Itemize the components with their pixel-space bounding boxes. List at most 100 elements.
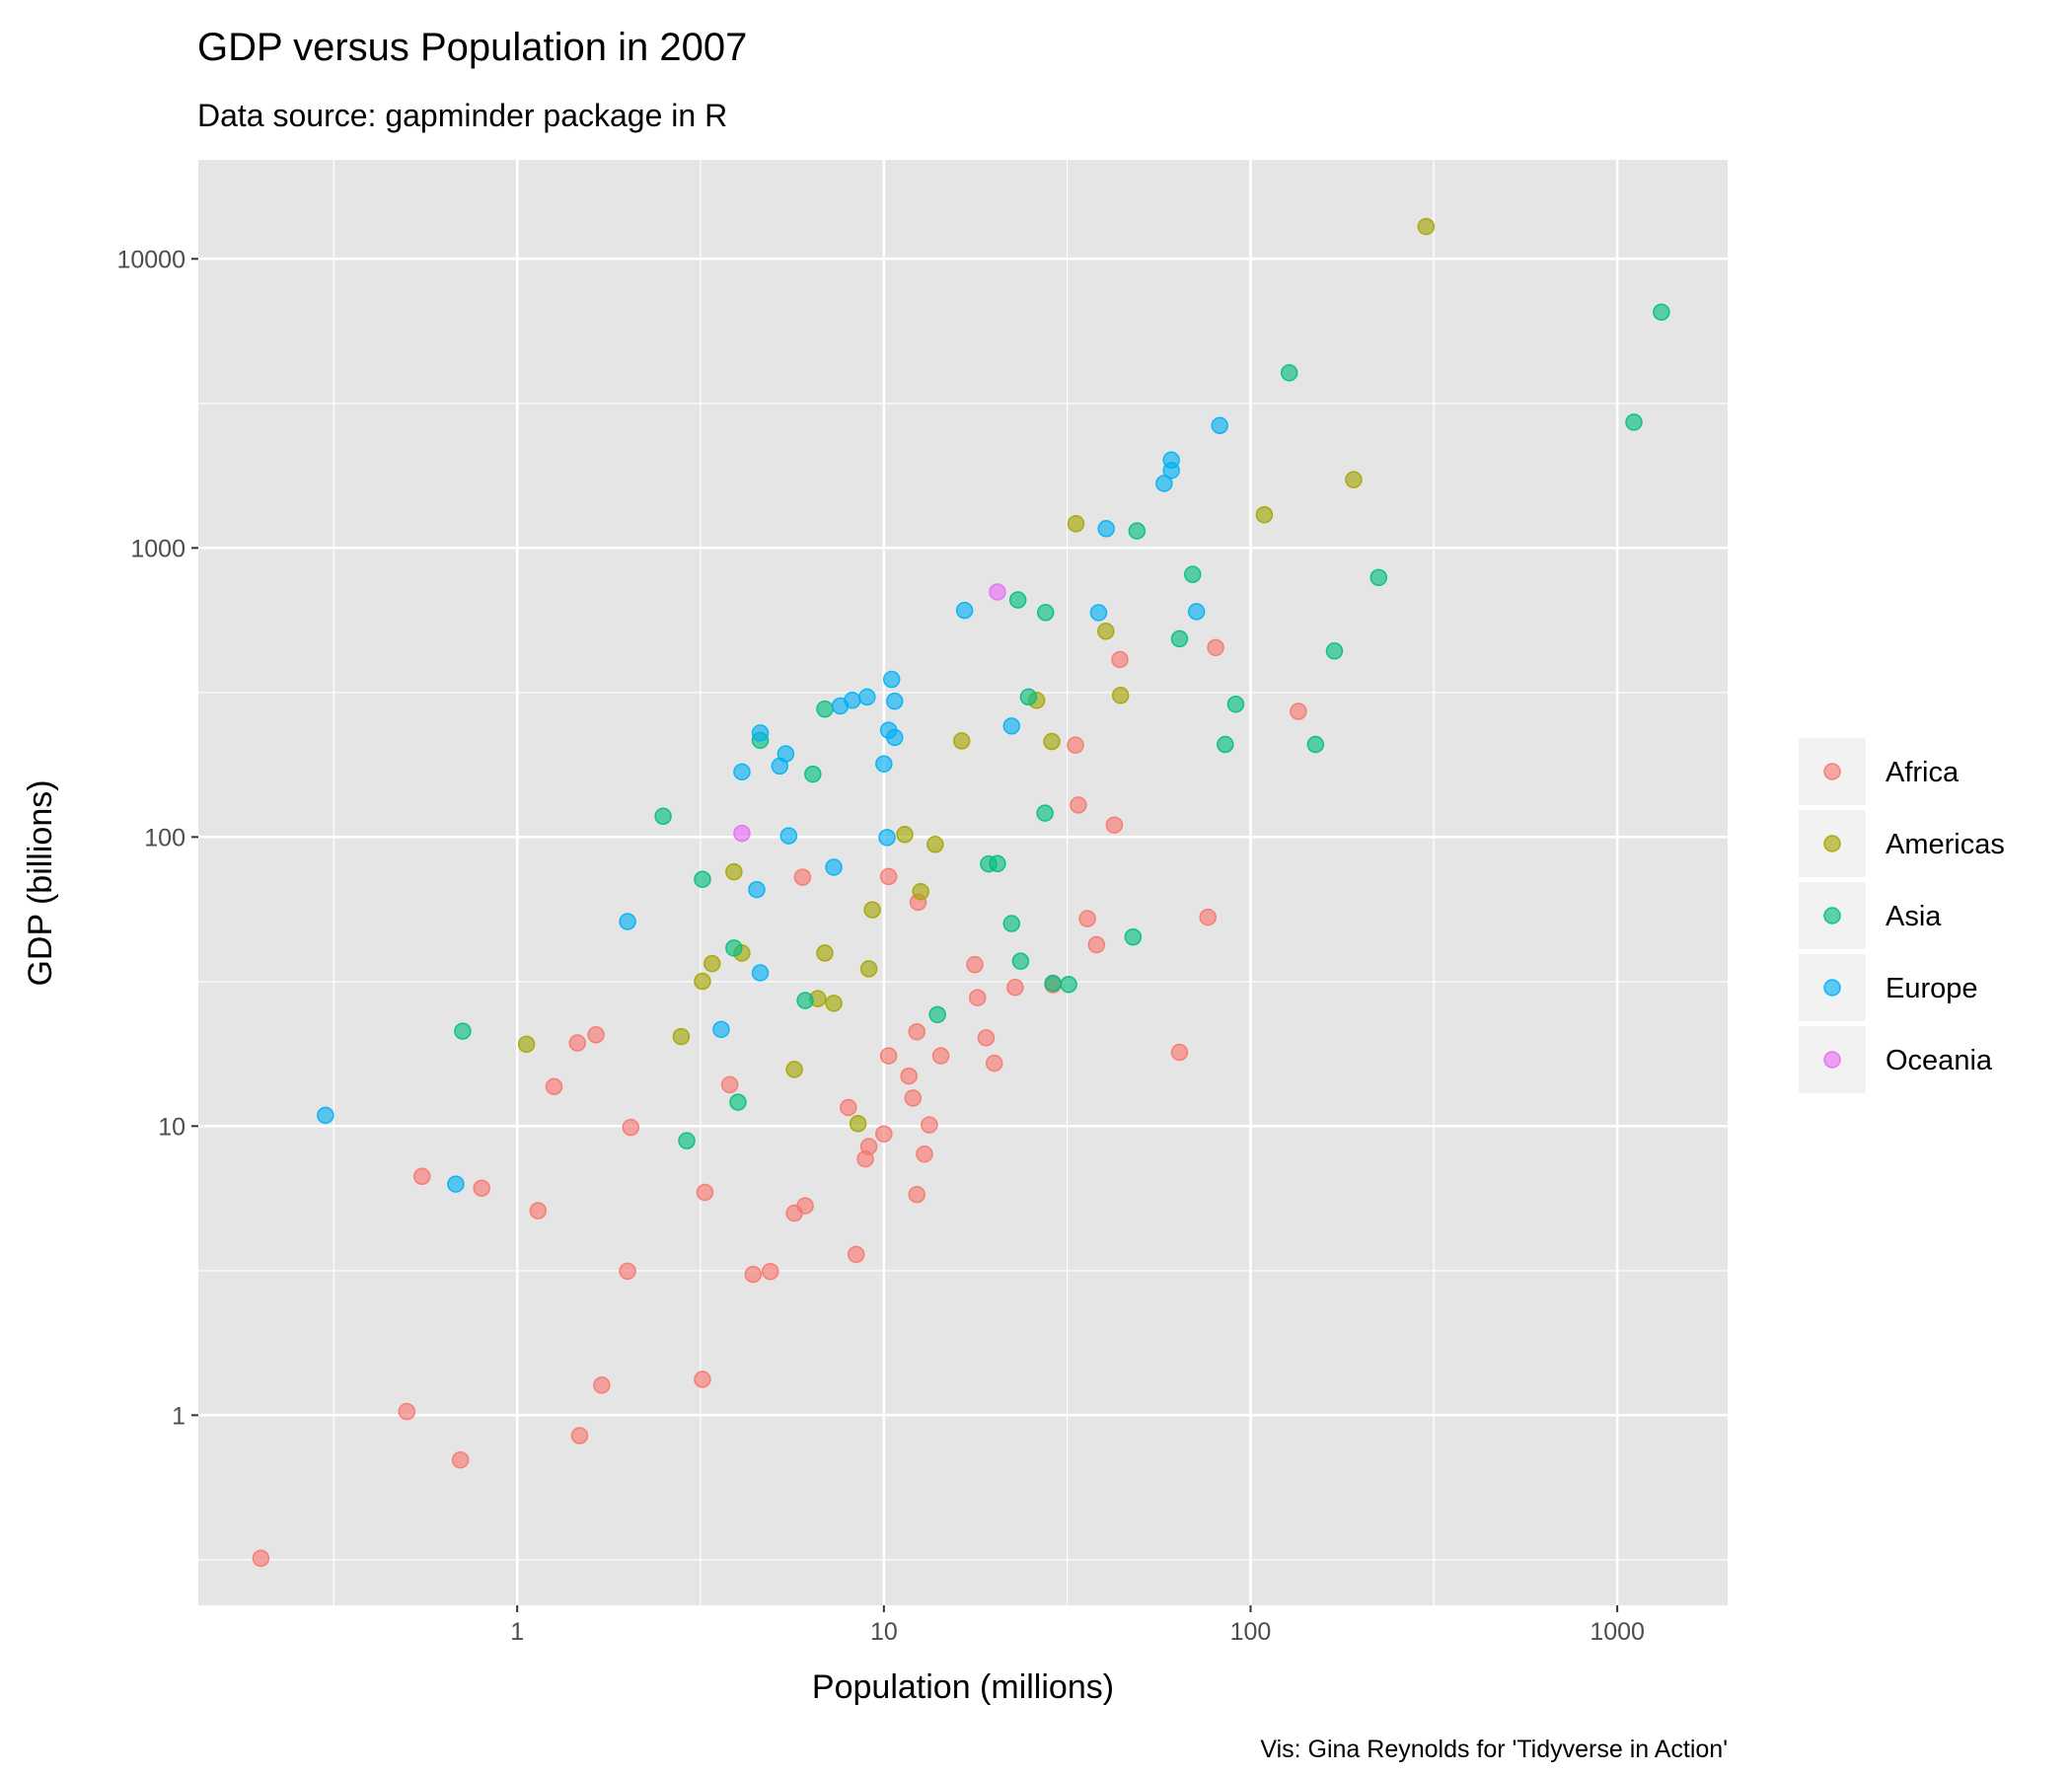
point-americas [926,836,944,853]
point-europe [777,745,795,763]
x-tick-label: 1000 [1590,1618,1645,1646]
point-europe [955,601,974,620]
data-points [252,217,1670,1568]
point-americas [694,972,711,991]
point-africa [1207,638,1224,657]
point-africa [1067,736,1084,754]
point-asia [1008,591,1027,609]
point-africa [968,989,987,1006]
point-africa [966,955,984,974]
point-africa [847,1245,865,1264]
legend-marker-oceania [1823,1051,1841,1069]
point-africa [1199,908,1217,926]
point-europe [712,1020,730,1039]
y-axis-title: GDP (billions) [22,779,59,986]
y-tick-label: 10 [158,1113,185,1141]
point-asia [678,1132,696,1149]
point-asia [1325,642,1344,660]
point-africa [916,1145,933,1163]
point-asia [1002,915,1021,932]
x-tick-label: 10 [870,1618,898,1646]
point-asia [1226,695,1245,713]
point-americas [863,901,881,919]
x-tick-label: 100 [1230,1618,1272,1646]
point-asia [1653,303,1670,322]
point-americas [703,954,721,973]
point-africa [694,1370,711,1388]
legend-label-africa: Africa [1886,757,1960,788]
point-asia [1369,568,1388,587]
point-oceania [989,583,1006,601]
point-americas [859,960,878,978]
point-africa [908,1022,926,1041]
point-americas [725,862,743,881]
legend: Africa Americas Asia Europe Oceania [1799,738,2005,1093]
point-asia [1280,364,1298,382]
point-asia [1124,927,1143,946]
point-europe [748,880,766,899]
point-africa [398,1402,416,1421]
point-africa [1078,910,1096,927]
point-africa [1111,650,1129,669]
point-africa [921,1116,938,1134]
point-europe [882,670,901,689]
point-africa [879,867,898,886]
point-africa [451,1450,470,1469]
point-africa [1087,935,1106,954]
point-europe [1097,520,1115,538]
point-africa [1290,703,1307,720]
point-americas [672,1027,691,1046]
point-africa [875,1125,893,1143]
point-africa [622,1118,640,1137]
point-africa [761,1262,779,1281]
point-oceania [733,824,751,843]
point-americas [785,1061,803,1078]
point-asia [694,870,711,888]
point-asia [1625,413,1643,431]
point-asia [654,807,672,826]
point-asia [1019,688,1038,706]
point-africa [796,1197,814,1215]
point-europe [317,1106,334,1125]
point-asia [1011,952,1030,970]
point-africa [859,1138,878,1155]
chart-subtitle: Data source: gapminder package in R [197,98,727,133]
point-africa [619,1262,636,1281]
axis-ticks: 1 10 100 1000 1 10 100 1000 10000 [116,246,1644,1646]
point-asia [1217,735,1234,754]
point-americas [1417,217,1436,236]
legend-label-oceania: Oceania [1886,1045,1993,1076]
point-asia [1128,522,1147,540]
point-americas [517,1035,536,1054]
point-americas [896,826,914,844]
legend-label-americas: Americas [1886,829,2005,860]
point-asia [1036,804,1054,822]
point-asia [454,1022,472,1040]
point-asia [989,854,1006,873]
point-europe [886,692,904,710]
point-africa [904,1089,923,1107]
y-tick-label: 100 [144,824,185,851]
point-africa [900,1067,918,1085]
point-africa [696,1183,714,1202]
legend-marker-asia [1823,907,1841,925]
legend-marker-africa [1823,763,1841,780]
point-europe [878,829,896,847]
x-tick-label: 1 [510,1618,524,1646]
point-europe [447,1175,465,1193]
point-asia [1184,565,1202,583]
legend-marker-europe [1823,979,1841,997]
point-americas [849,1115,867,1133]
point-europe [858,688,876,706]
point-americas [952,732,971,750]
point-africa [1170,1043,1189,1062]
y-tick-label: 1000 [130,535,185,562]
point-europe [875,755,893,773]
point-asia [1306,735,1325,754]
point-asia [729,1093,747,1111]
point-europe [844,692,861,709]
legend-marker-americas [1823,835,1841,852]
point-africa [879,1047,898,1065]
point-africa [977,1029,996,1047]
